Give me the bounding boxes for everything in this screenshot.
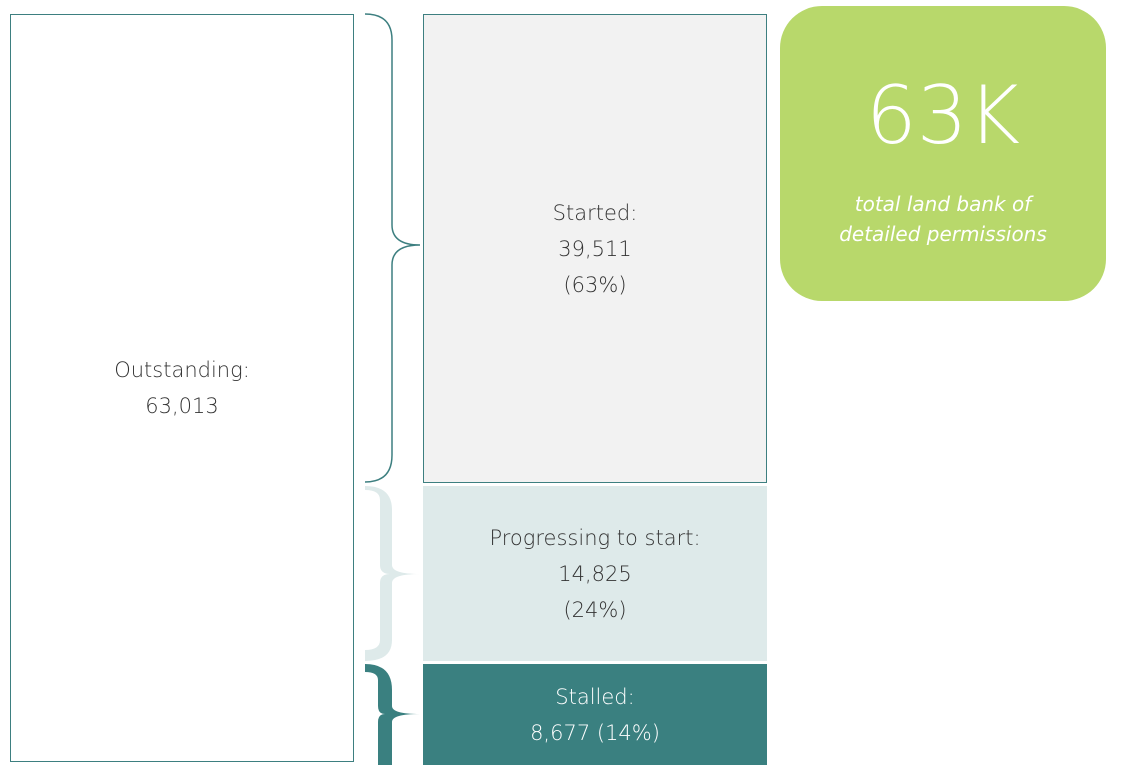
label: Started: [552, 200, 638, 225]
share: (14%) [596, 720, 660, 745]
value-line: 8,677 (14%) [530, 715, 660, 751]
label: Outstanding: [114, 358, 250, 382]
subtitle-line: detailed permissions [839, 222, 1047, 246]
headline: 63K [865, 69, 1021, 162]
share: (24%) [563, 597, 627, 622]
label: Stalled: [555, 684, 635, 709]
subtitle-line: total land bank of [854, 192, 1032, 216]
subtitle: total land bank of detailed permissions [780, 189, 1106, 249]
stalled-brace [365, 664, 420, 765]
progressing-brace [365, 486, 420, 661]
label: Progressing to start: [489, 525, 701, 550]
value: 14,825 [558, 561, 632, 586]
outstanding-box: Outstanding: 63,013 [10, 14, 354, 762]
share: (63%) [563, 272, 627, 297]
progressing-box: Progressing to start: 14,825 (24%) [423, 486, 767, 661]
callout: 63K total land bank of detailed permissi… [780, 6, 1106, 301]
value: 39,511 [558, 236, 632, 261]
value: 8,677 [530, 720, 591, 745]
started-box: Started: 39,511 (63%) [423, 14, 767, 483]
stalled-box: Stalled: 8,677 (14%) [423, 664, 767, 765]
value: 63,013 [145, 394, 219, 418]
started-brace [364, 13, 421, 483]
